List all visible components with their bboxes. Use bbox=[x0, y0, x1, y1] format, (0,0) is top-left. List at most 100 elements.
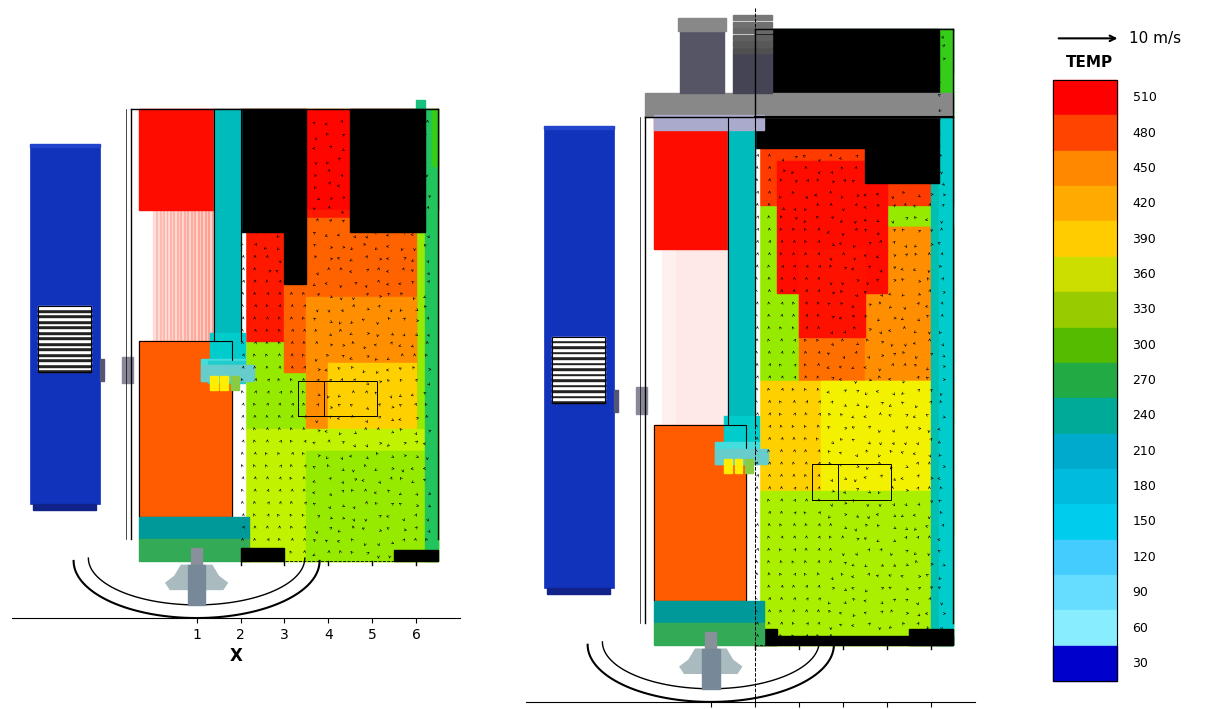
Bar bbox=[39, 358, 91, 361]
Polygon shape bbox=[166, 565, 228, 589]
Bar bbox=[208, 108, 212, 363]
Bar bbox=[715, 449, 768, 464]
Bar bbox=[190, 108, 195, 363]
Bar bbox=[553, 362, 605, 364]
Bar bbox=[799, 227, 953, 403]
Bar bbox=[39, 312, 91, 314]
Bar bbox=[207, 361, 245, 383]
Bar bbox=[307, 451, 439, 561]
Bar bbox=[755, 630, 777, 644]
Bar bbox=[1053, 646, 1117, 681]
Bar bbox=[181, 108, 184, 363]
Bar bbox=[39, 350, 91, 353]
Bar bbox=[39, 364, 91, 367]
Bar bbox=[215, 108, 219, 363]
Bar bbox=[39, 309, 91, 312]
Text: 150: 150 bbox=[1132, 515, 1156, 528]
Bar bbox=[177, 108, 182, 363]
Bar bbox=[553, 359, 605, 362]
Bar bbox=[1053, 80, 1117, 681]
Bar bbox=[653, 425, 745, 601]
Bar bbox=[39, 339, 91, 342]
Bar bbox=[39, 353, 91, 356]
Bar bbox=[39, 331, 91, 334]
Bar bbox=[675, 249, 737, 491]
Bar bbox=[1053, 292, 1117, 328]
Bar bbox=[553, 384, 605, 386]
Bar bbox=[1053, 398, 1117, 434]
Bar bbox=[1053, 469, 1117, 504]
Text: TEMP: TEMP bbox=[1067, 55, 1113, 69]
Bar bbox=[29, 144, 99, 504]
Bar bbox=[350, 108, 425, 232]
Bar bbox=[39, 323, 91, 325]
Text: 480: 480 bbox=[1132, 127, 1156, 140]
Text: 60: 60 bbox=[1132, 622, 1149, 635]
Bar bbox=[553, 373, 605, 375]
Bar bbox=[755, 29, 953, 644]
Bar bbox=[39, 367, 91, 369]
Bar bbox=[39, 317, 91, 320]
Bar bbox=[29, 144, 99, 147]
Bar bbox=[1053, 610, 1117, 646]
Bar bbox=[1053, 116, 1117, 151]
Bar bbox=[733, 48, 772, 53]
Bar bbox=[188, 565, 205, 605]
Bar bbox=[33, 504, 97, 510]
Text: 210: 210 bbox=[1132, 445, 1156, 458]
Bar bbox=[39, 361, 91, 364]
Bar bbox=[909, 630, 953, 644]
Bar bbox=[139, 517, 250, 539]
Bar bbox=[184, 108, 188, 363]
Bar bbox=[553, 367, 605, 370]
Bar bbox=[553, 395, 605, 397]
Bar bbox=[653, 117, 755, 249]
Bar bbox=[939, 29, 953, 117]
Bar bbox=[122, 357, 133, 383]
Bar bbox=[425, 108, 439, 561]
Bar bbox=[553, 392, 605, 395]
Bar bbox=[39, 336, 91, 339]
Text: 330: 330 bbox=[1132, 303, 1156, 316]
Bar bbox=[702, 649, 720, 688]
Bar bbox=[733, 41, 772, 47]
Text: 240: 240 bbox=[1132, 409, 1156, 423]
Bar bbox=[39, 334, 91, 336]
Text: 390: 390 bbox=[1132, 233, 1156, 245]
Bar bbox=[812, 464, 891, 500]
Bar bbox=[230, 376, 239, 390]
Bar bbox=[544, 125, 614, 129]
Text: 120: 120 bbox=[1132, 551, 1156, 564]
Bar bbox=[777, 161, 887, 293]
Bar bbox=[553, 356, 605, 359]
Bar bbox=[645, 93, 953, 117]
Bar bbox=[131, 108, 245, 539]
Bar bbox=[653, 623, 764, 644]
Bar bbox=[1053, 151, 1117, 186]
Bar bbox=[240, 548, 285, 561]
Bar bbox=[39, 328, 91, 331]
Bar bbox=[39, 369, 91, 372]
Bar bbox=[755, 636, 953, 644]
Bar bbox=[553, 400, 605, 403]
Bar bbox=[240, 108, 307, 232]
Bar bbox=[1053, 80, 1117, 116]
Bar bbox=[328, 363, 416, 517]
Bar bbox=[139, 341, 231, 517]
Bar bbox=[733, 21, 772, 27]
Bar bbox=[931, 117, 953, 644]
Bar bbox=[205, 108, 210, 363]
Bar bbox=[218, 108, 223, 363]
Bar bbox=[191, 548, 202, 565]
Bar bbox=[240, 210, 307, 319]
Text: 180: 180 bbox=[1132, 480, 1156, 493]
Bar bbox=[705, 632, 716, 649]
Bar bbox=[733, 35, 772, 40]
Bar bbox=[201, 359, 245, 381]
Bar bbox=[240, 429, 439, 561]
Bar bbox=[645, 117, 759, 623]
Bar bbox=[821, 381, 953, 535]
Bar bbox=[139, 108, 240, 210]
Bar bbox=[39, 347, 91, 350]
Bar bbox=[221, 376, 228, 390]
